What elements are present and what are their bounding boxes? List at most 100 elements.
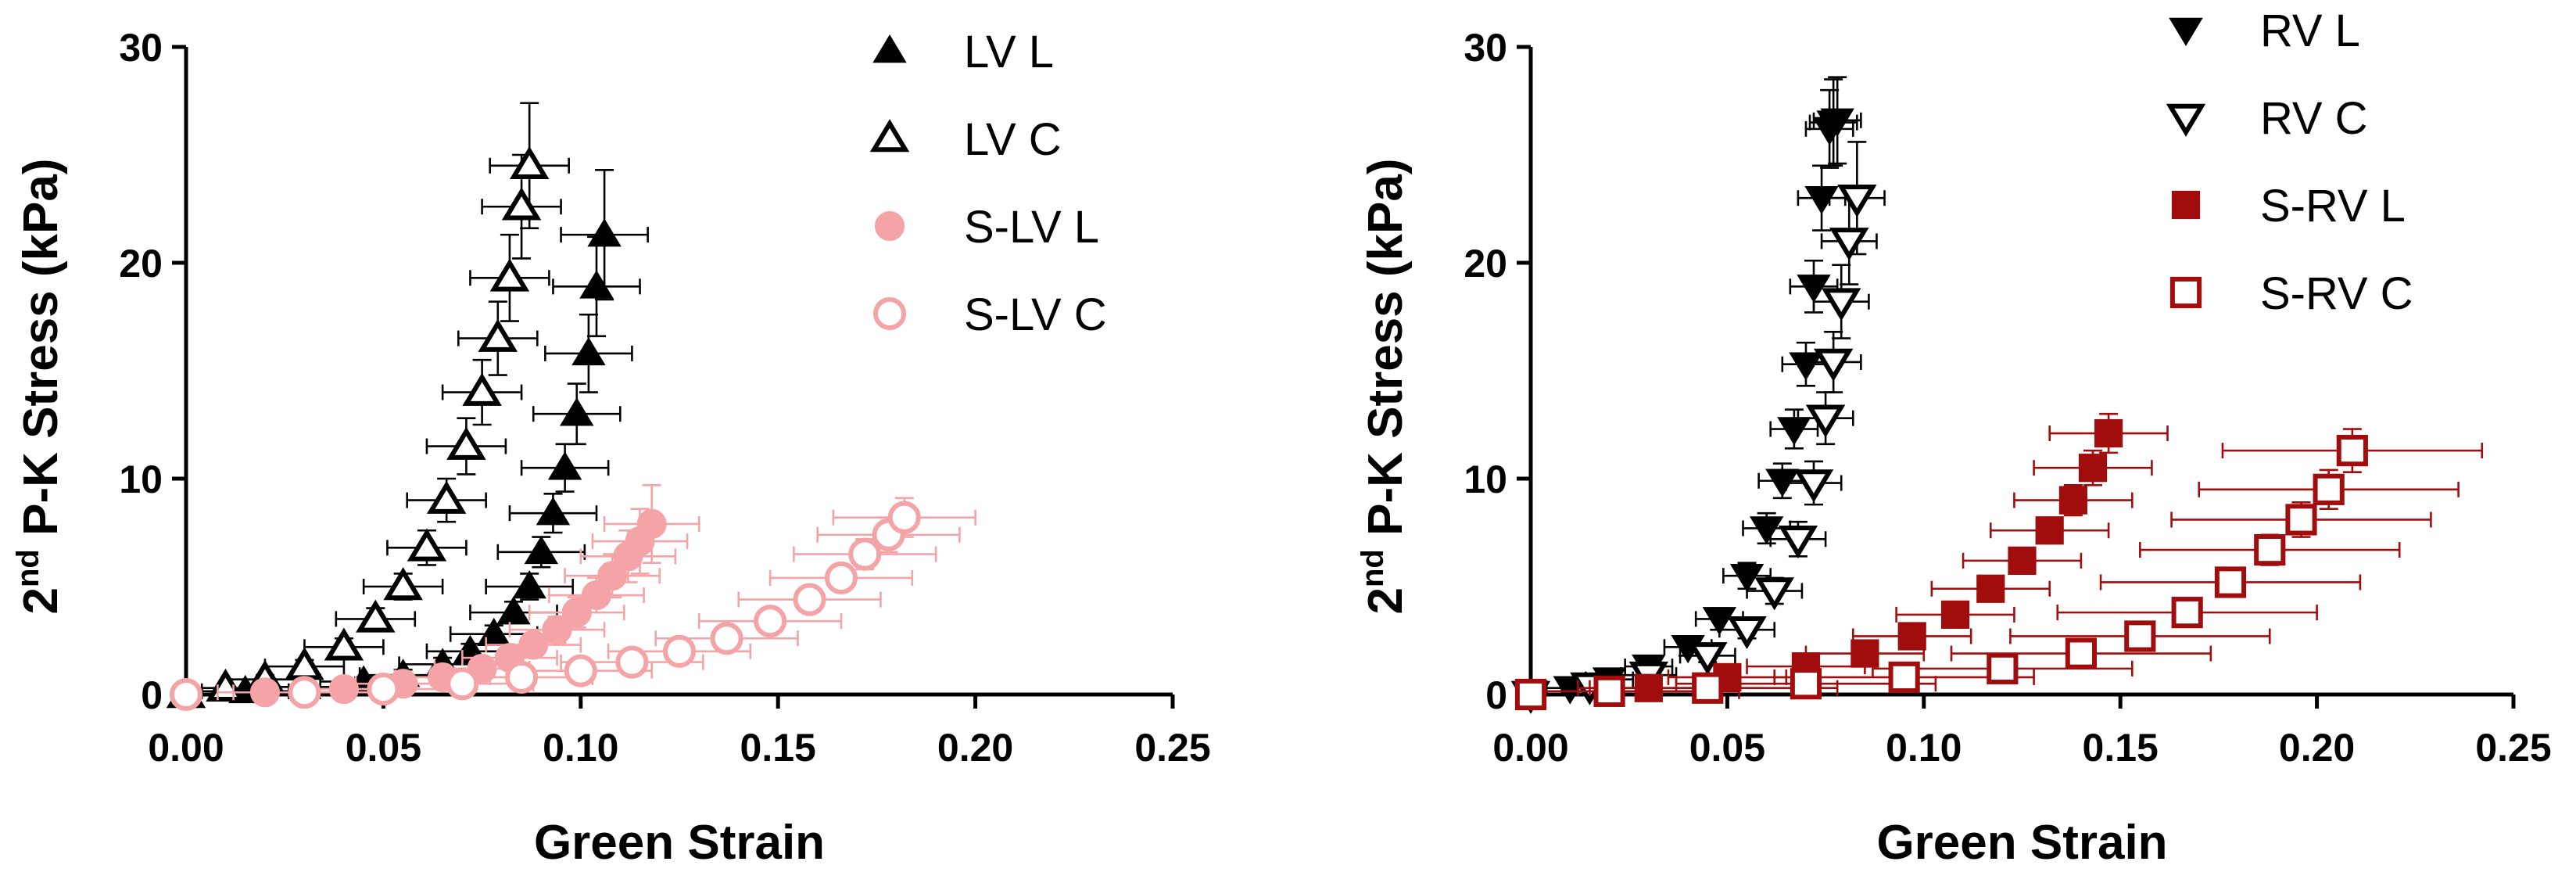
data-point xyxy=(446,667,479,701)
data-point xyxy=(662,634,697,668)
data-point xyxy=(1754,577,1794,611)
y-tick-label: 20 xyxy=(1464,242,1507,285)
data-point xyxy=(2254,533,2286,566)
legend-marker-s-lv-l xyxy=(874,210,905,242)
x-tick-label: 0.00 xyxy=(1492,726,1568,770)
data-point xyxy=(1805,404,1846,438)
data-point xyxy=(2171,597,2203,629)
x-tick-label: 0.10 xyxy=(1886,726,1962,770)
data-point xyxy=(1692,672,1724,704)
data-point xyxy=(1727,616,1767,650)
data-point xyxy=(1987,652,2019,684)
data-point xyxy=(1777,417,1811,446)
y-axis-title: 2nd P-K Stress (kPa) xyxy=(11,159,68,615)
data-point xyxy=(524,535,559,565)
x-tick-label: 0.20 xyxy=(937,726,1013,770)
data-point xyxy=(2008,546,2037,575)
x-tick-label: 0.05 xyxy=(1689,726,1765,770)
data-point xyxy=(496,596,531,625)
data-point xyxy=(536,497,571,526)
legend-marker-rv-l xyxy=(2169,17,2203,46)
data-point xyxy=(2336,435,2368,467)
series-rv-l xyxy=(1514,76,1862,711)
legend-label-lv-c: LV C xyxy=(964,114,1062,165)
y-tick-label: 0 xyxy=(1485,673,1507,717)
data-point xyxy=(2313,473,2345,505)
legend-label-rv-l: RV L xyxy=(2260,5,2360,56)
data-point xyxy=(367,673,400,706)
y-tick-label: 30 xyxy=(119,26,163,70)
data-point xyxy=(542,615,572,645)
data-point xyxy=(356,599,396,633)
data-point xyxy=(1804,185,1839,215)
data-point xyxy=(1778,526,1818,559)
data-point xyxy=(1850,639,1879,668)
data-point xyxy=(636,508,667,540)
data-point xyxy=(1940,600,1970,629)
chart-panel-1: 0.00 0.05 0.10 0.15 0.20 0.25 0 10 20 30 Green Str… xyxy=(11,26,1211,870)
data-point xyxy=(462,372,502,406)
legend-label-s-rv-c: S-RV C xyxy=(2260,268,2413,319)
chart-panel-2: 0.00 0.05 0.10 0.15 0.20 0.25 0 10 20 30 Green Str… xyxy=(1356,5,2552,870)
y-tick-label: 10 xyxy=(1464,458,1507,501)
data-point xyxy=(560,397,594,426)
data-point xyxy=(2078,454,2108,483)
data-point xyxy=(597,561,628,591)
data-point xyxy=(426,480,467,514)
data-point xyxy=(571,336,606,366)
data-point xyxy=(2094,418,2123,448)
data-point xyxy=(564,654,597,687)
x-tick-label: 0.25 xyxy=(2475,726,2551,770)
legend-marker-lv-c xyxy=(869,119,910,153)
legend-label-s-lv-l: S-LV L xyxy=(964,202,1099,253)
x-tick-label: 0.00 xyxy=(148,726,224,770)
data-point xyxy=(407,528,447,562)
data-point xyxy=(1514,678,1547,711)
data-point xyxy=(324,627,364,661)
x-tick-label: 0.20 xyxy=(2279,726,2355,770)
data-point xyxy=(2035,516,2064,545)
x-axis-title: Green Strain xyxy=(1876,816,2167,870)
x-tick-label: 0.05 xyxy=(346,726,421,770)
data-point xyxy=(2065,637,2098,669)
data-point xyxy=(1790,668,1822,700)
y-axis-title-rest: P-K Stress (kPa) xyxy=(14,159,68,550)
data-point xyxy=(206,668,245,702)
y-axis-title-superscript: nd xyxy=(11,549,45,587)
y-tick-label: 20 xyxy=(119,242,163,285)
y-axis-title-base: 2 xyxy=(1359,587,1413,614)
data-point xyxy=(2124,620,2156,652)
data-point xyxy=(169,677,203,712)
series-s-lv-c xyxy=(169,497,976,712)
data-point xyxy=(579,270,614,299)
data-point xyxy=(512,570,546,599)
series-s-lv-l xyxy=(170,483,700,710)
data-point xyxy=(501,187,542,221)
data-point xyxy=(1702,607,1737,636)
x-tick-label: 0.25 xyxy=(1134,726,1210,770)
data-point xyxy=(1797,275,1831,303)
data-point xyxy=(1829,228,1869,261)
data-point xyxy=(1820,108,1854,137)
data-point xyxy=(1821,288,1861,321)
data-point xyxy=(1593,675,1625,707)
series-rv-c xyxy=(1510,141,1886,714)
data-point xyxy=(1897,622,1926,651)
x-tick-label: 0.10 xyxy=(543,726,618,770)
data-point xyxy=(587,218,622,247)
data-point xyxy=(383,567,423,601)
data-point xyxy=(547,451,582,480)
series-s-rv-c xyxy=(1514,428,2484,711)
data-point xyxy=(1813,348,1854,382)
legend-marker-rv-c xyxy=(2166,103,2206,137)
legend-label-s-lv-c: S-LV C xyxy=(964,289,1107,340)
data-point xyxy=(581,580,612,611)
legend-marker-s-lv-c xyxy=(872,296,907,331)
data-point xyxy=(2285,504,2317,536)
y-tick-label: 30 xyxy=(1464,26,1507,70)
data-point xyxy=(848,537,882,571)
y-axis-title-rest: P-K Stress (kPa) xyxy=(1359,159,1413,550)
data-point xyxy=(505,660,539,694)
